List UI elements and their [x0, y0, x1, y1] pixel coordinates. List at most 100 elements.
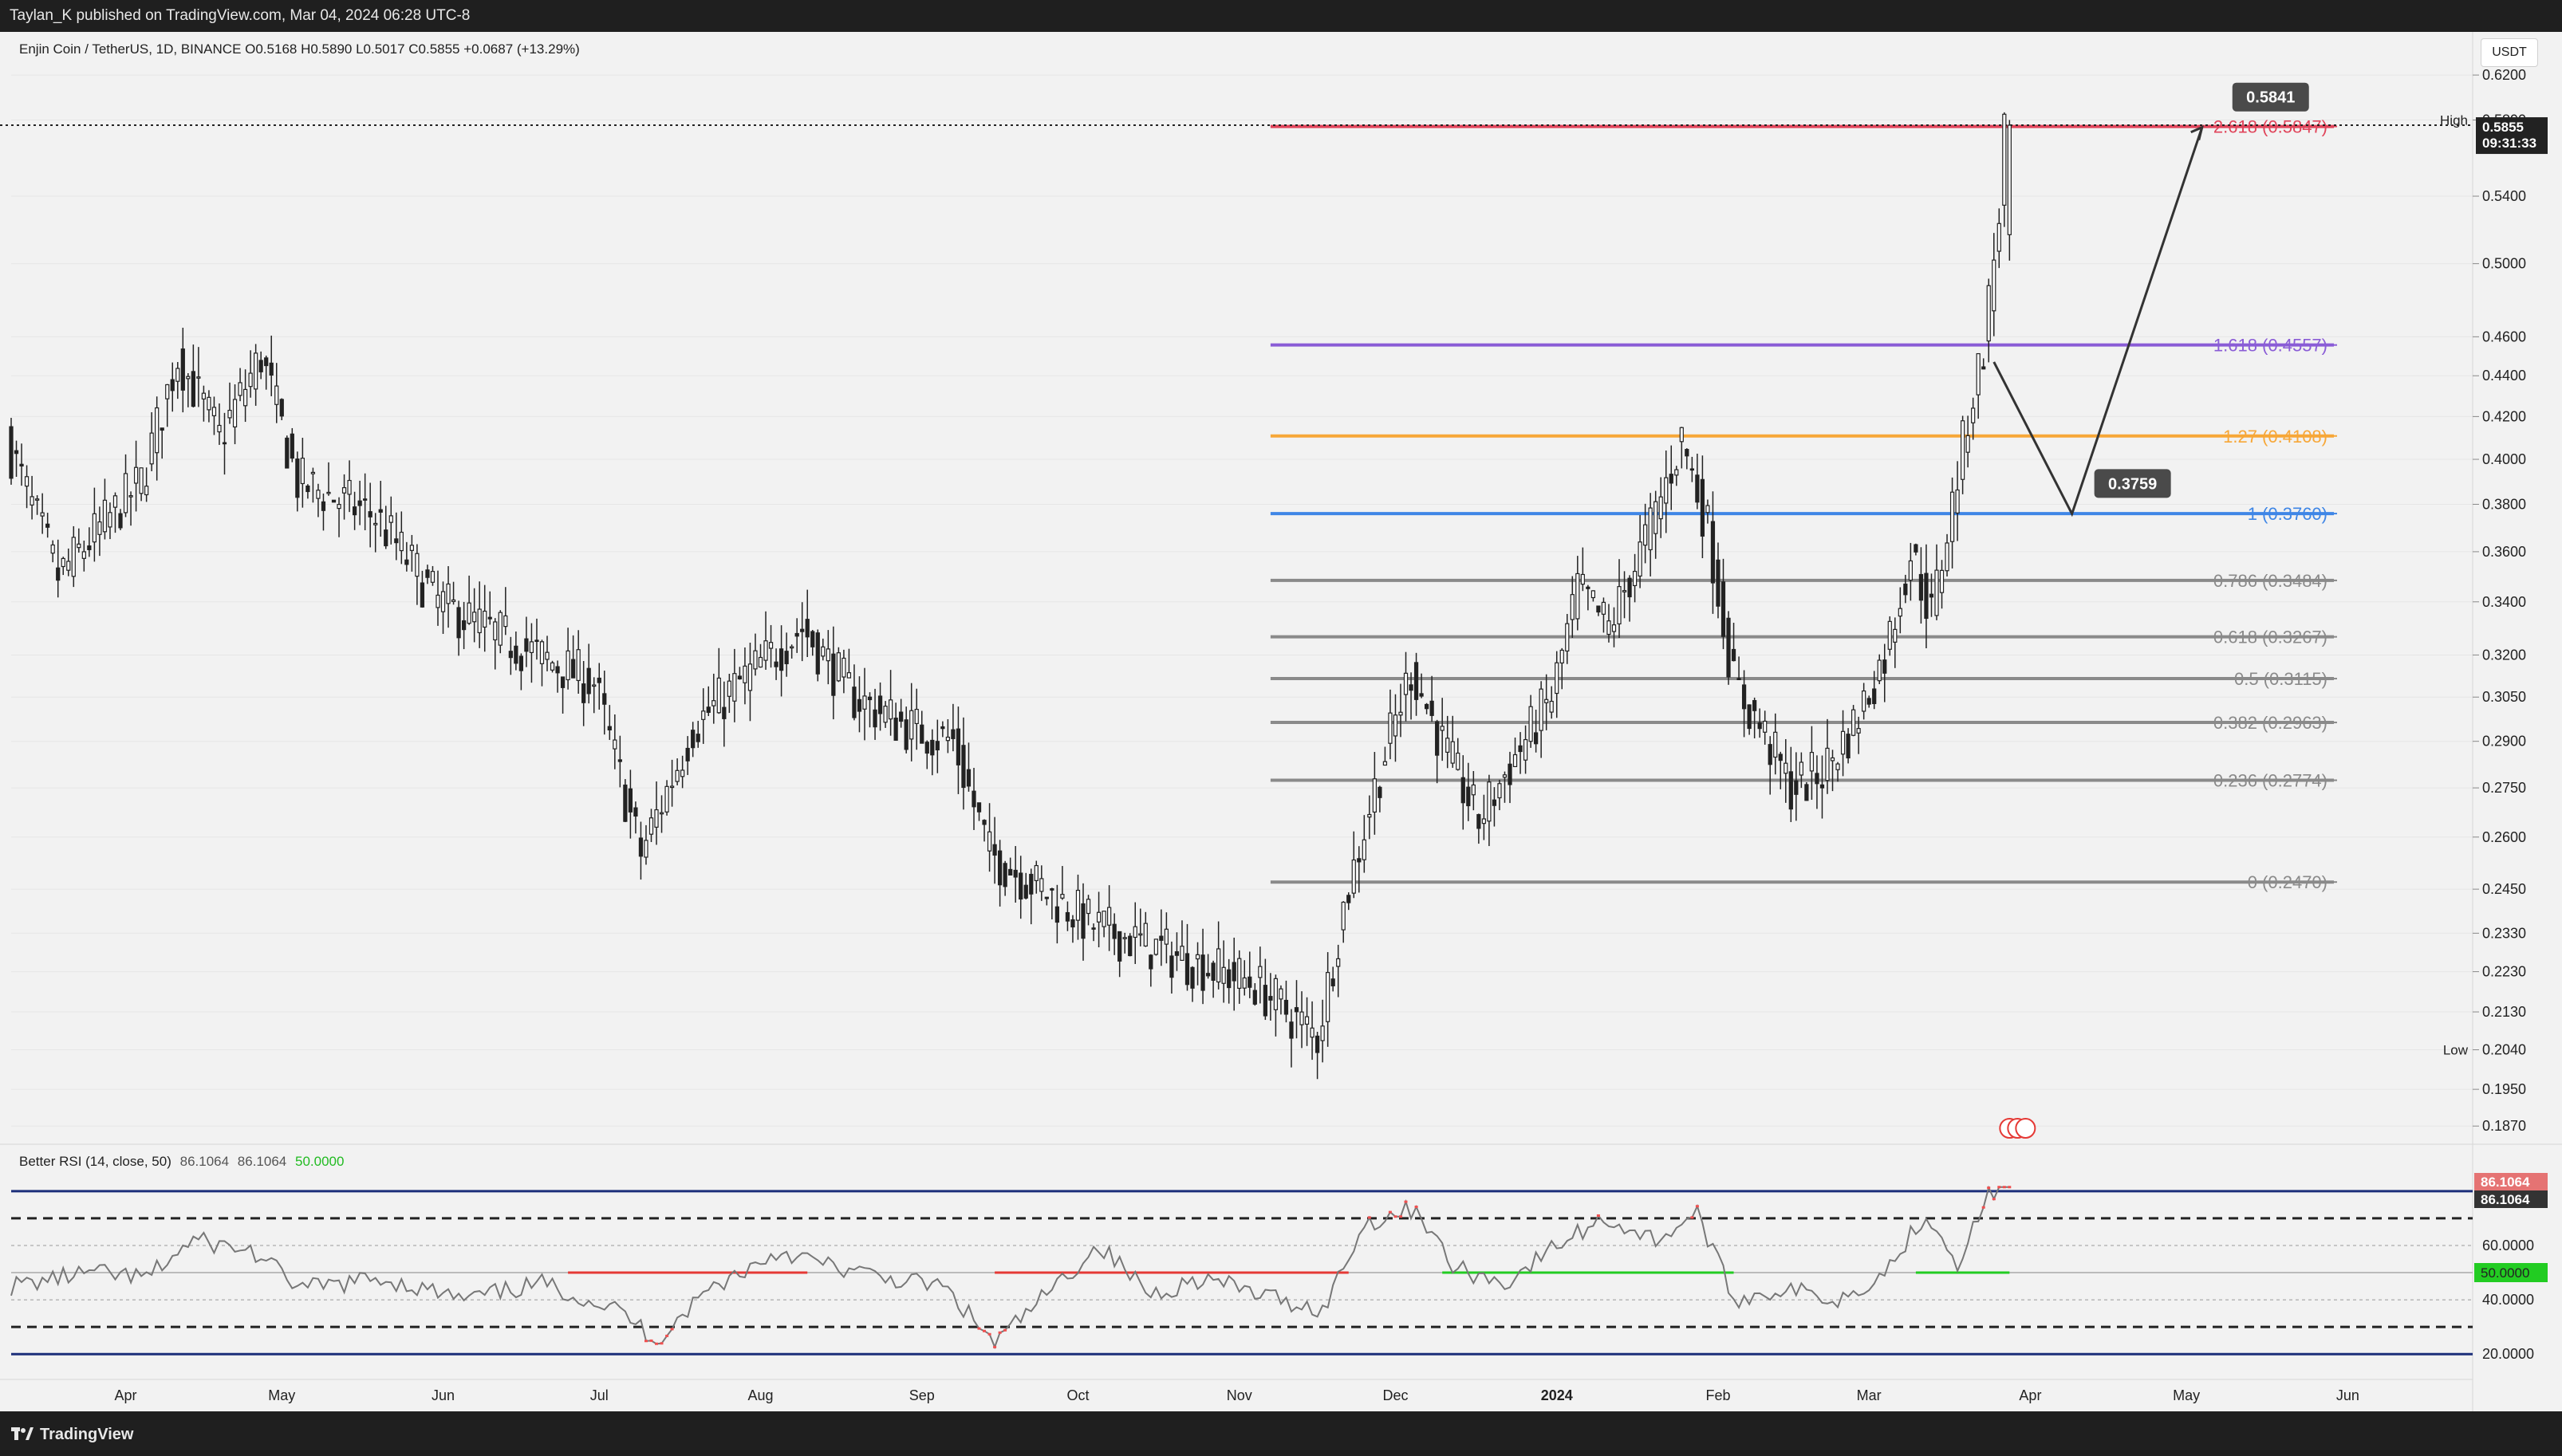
- candle-body: [1705, 505, 1710, 514]
- currency-unit-button[interactable]: USDT: [2481, 38, 2538, 67]
- candle-body: [1934, 569, 1939, 616]
- candle-body: [930, 739, 935, 756]
- rsi-legend[interactable]: Better RSI (14, close, 50) 86.1064 86.10…: [19, 1154, 344, 1170]
- candle-body: [373, 522, 378, 525]
- candle-body: [1914, 544, 1918, 553]
- candle-body: [384, 529, 388, 547]
- candle-body: [300, 458, 305, 485]
- candle-body: [1029, 873, 1034, 895]
- candle-body: [1190, 966, 1195, 989]
- candle-body: [1815, 773, 1819, 785]
- candle-body: [1424, 703, 1429, 710]
- target-callout: 0.5841: [2232, 82, 2309, 112]
- candle-body: [165, 384, 170, 399]
- candle-body: [337, 504, 341, 510]
- candle-body: [1679, 427, 1684, 443]
- candle-body: [149, 432, 154, 465]
- candle-body: [1054, 906, 1060, 923]
- candle-body: [956, 728, 961, 765]
- candle-body: [1263, 985, 1267, 1017]
- time-axis-label: Jul: [590, 1387, 609, 1403]
- candle-body: [133, 466, 139, 484]
- candle-body: [1117, 931, 1122, 962]
- candle-body: [409, 545, 414, 551]
- candle-body: [1716, 559, 1720, 607]
- candle-body: [1736, 678, 1741, 680]
- tradingview-logo-icon: [11, 1427, 34, 1440]
- candle-body: [1393, 714, 1398, 737]
- candle-body: [1122, 937, 1127, 939]
- candle-body: [352, 506, 357, 516]
- candle-body: [1918, 573, 1924, 601]
- candle-body: [1227, 969, 1232, 989]
- candle-body: [1070, 919, 1075, 928]
- rsi-mid-badge-value: 50.0000: [2481, 1265, 2529, 1281]
- candle-body: [1893, 628, 1898, 643]
- symbol-legend[interactable]: Enjin Coin / TetherUS, 1D, BINANCE O0.51…: [19, 41, 580, 57]
- candle-body: [388, 515, 393, 523]
- candle-body: [867, 696, 873, 701]
- candle-body: [1570, 594, 1575, 620]
- candle-body: [691, 730, 696, 749]
- candle-body: [1971, 407, 1976, 423]
- candle-body: [1326, 972, 1330, 1022]
- price-tick-label: 0.2330: [2482, 925, 2526, 941]
- candle-body: [1060, 894, 1065, 899]
- candle-body: [420, 582, 425, 608]
- candle-body: [170, 379, 175, 392]
- candle-body: [768, 642, 774, 649]
- candle-body: [1143, 923, 1148, 947]
- candle-body: [1315, 1035, 1320, 1053]
- candle-body: [1065, 911, 1070, 922]
- candle-body: [1784, 762, 1788, 774]
- candle-body: [118, 513, 123, 529]
- fib-level-label: 0.5 (0.3115): [2234, 669, 2327, 689]
- candle-body: [1003, 863, 1007, 887]
- candle-body: [285, 437, 290, 469]
- candle-body: [1846, 734, 1851, 759]
- candle-body: [1866, 698, 1871, 705]
- candle-body: [399, 531, 404, 552]
- fib-level-label: 0.236 (0.2774): [2213, 771, 2327, 791]
- candle-body: [1471, 784, 1476, 796]
- candle-body: [56, 567, 61, 581]
- candle-body: [648, 817, 654, 835]
- chart-svg[interactable]: 2.618 (0.5847) 1.618 (0.4557) 1.27 (0.4108…: [0, 32, 2562, 1411]
- candle-body: [1075, 889, 1081, 921]
- retest-callout: 0.3759: [2094, 469, 2171, 498]
- candle-body: [846, 672, 852, 679]
- candle-body: [394, 538, 399, 544]
- candle-body: [581, 683, 586, 703]
- price-tick-label: 0.5000: [2482, 256, 2526, 272]
- candle-body: [659, 812, 664, 815]
- candle-body: [238, 382, 242, 396]
- high-label: High: [2440, 113, 2468, 128]
- candle-body: [483, 610, 487, 628]
- candle-body: [1159, 935, 1164, 941]
- candle-body: [1825, 747, 1830, 781]
- candle-body: [976, 802, 982, 813]
- footer-brand: TradingView: [40, 1426, 134, 1443]
- candle-body: [920, 724, 924, 744]
- candle-body: [66, 561, 71, 571]
- candle-body: [821, 646, 826, 657]
- candle-body: [831, 653, 836, 696]
- time-axis-label: Nov: [1227, 1387, 1252, 1403]
- price-tick-label: 0.2130: [2482, 1004, 2526, 1020]
- candle-body: [1685, 449, 1689, 457]
- callout-value: 0.3759: [2108, 475, 2157, 493]
- candle-body: [1456, 752, 1460, 770]
- publish-text: Taylan_K published on TradingView.com, M…: [10, 7, 471, 24]
- candle-body: [1523, 738, 1528, 761]
- candle-body: [747, 663, 753, 691]
- rsi-legend-value2: 86.1064: [237, 1154, 287, 1169]
- candle-body: [1575, 573, 1580, 620]
- candle-body: [1606, 620, 1611, 636]
- candle-body: [1862, 690, 1866, 712]
- candle-body: [227, 409, 232, 419]
- projection-line: [1992, 127, 2204, 517]
- candle-body: [1419, 693, 1424, 697]
- candle-body: [778, 648, 784, 671]
- candle-body: [1695, 474, 1700, 503]
- candle-body: [1752, 699, 1757, 711]
